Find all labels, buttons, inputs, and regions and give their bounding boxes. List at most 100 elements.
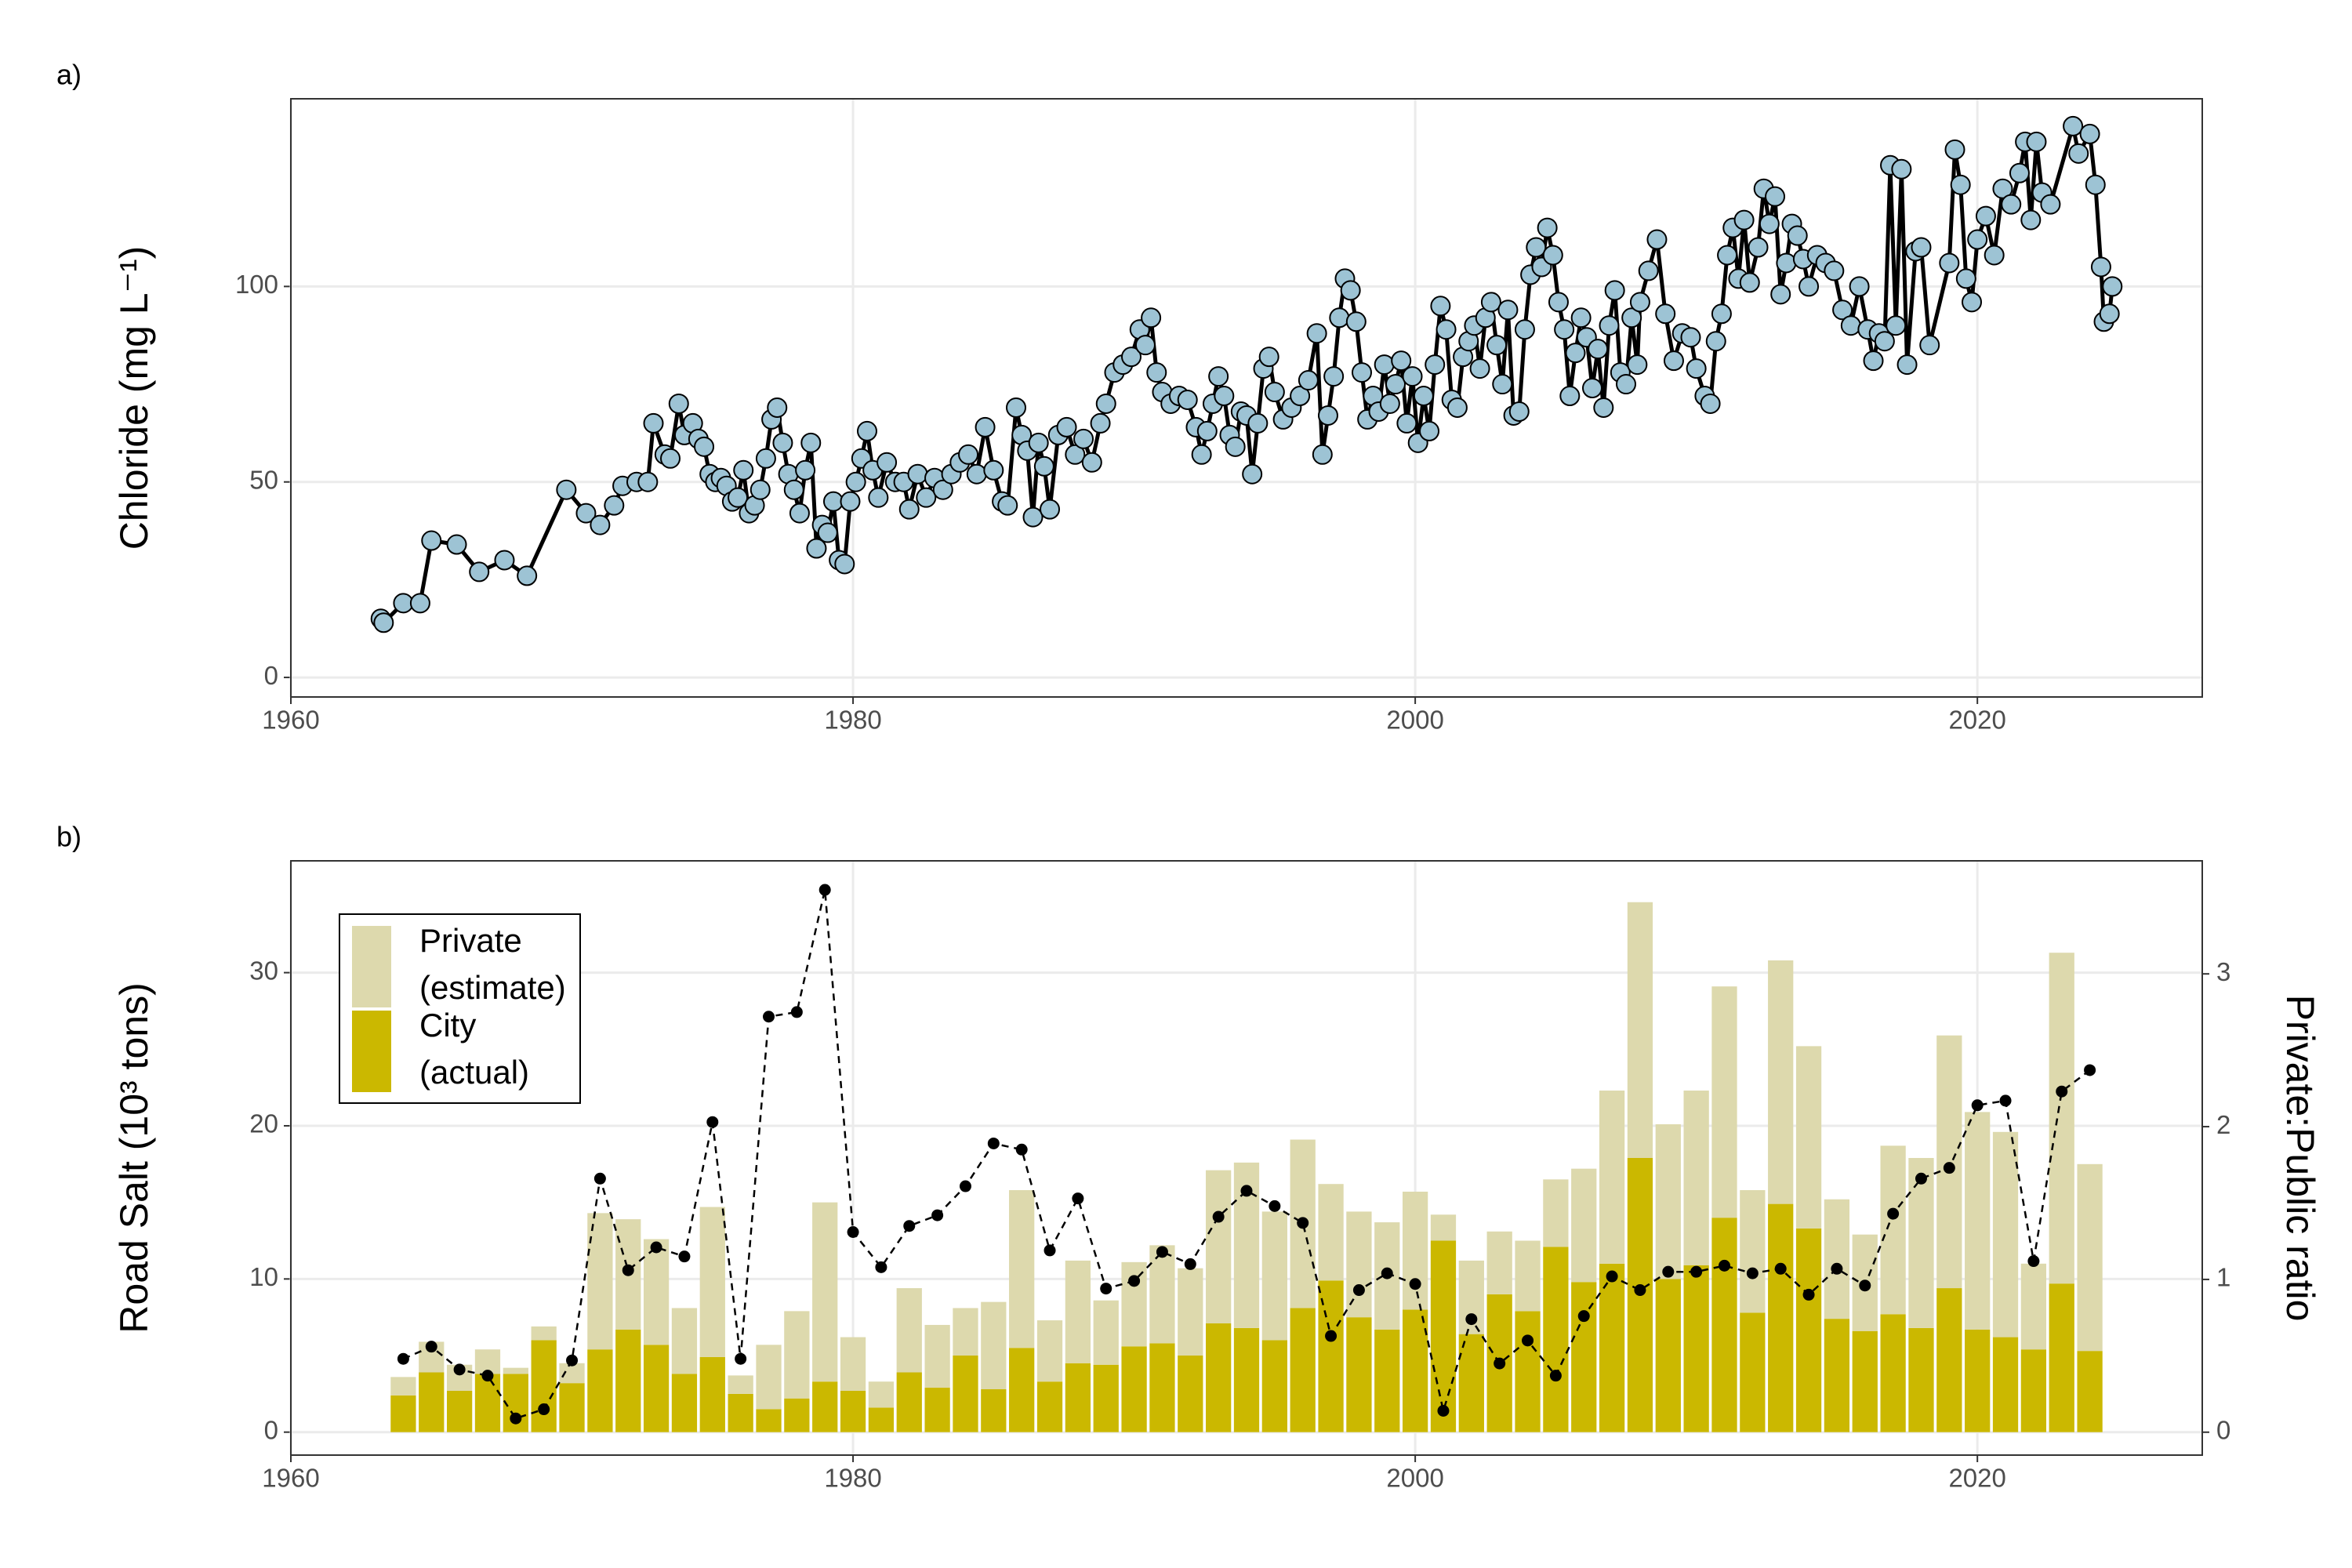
bar — [784, 1311, 810, 1399]
bar — [1402, 1309, 1428, 1432]
ratio-point — [481, 1370, 494, 1382]
x-tick-label: 2000 — [1386, 1464, 1443, 1493]
data-point — [1329, 307, 1350, 328]
bar — [2077, 1351, 2103, 1432]
bar — [1178, 1356, 1203, 1432]
data-point — [637, 471, 659, 492]
bar — [1430, 1240, 1457, 1432]
data-point — [1486, 335, 1508, 356]
ratio-point — [1522, 1334, 1534, 1347]
data-point — [1214, 386, 1235, 407]
data-point — [494, 550, 515, 571]
ratio-point — [987, 1137, 1000, 1149]
data-point — [1944, 139, 1965, 160]
data-point — [958, 444, 979, 465]
ratio-point — [453, 1363, 466, 1376]
data-point — [795, 459, 816, 481]
y2-axis-title: Private:Public ratio — [2278, 995, 2322, 1322]
data-point — [1323, 366, 1345, 387]
y2-tick-label: 1 — [2216, 1263, 2230, 1292]
ratio-point — [818, 884, 831, 896]
bar — [587, 1213, 613, 1350]
ratio-point — [2056, 1085, 2068, 1098]
data-point — [1191, 444, 1212, 465]
data-point — [1526, 237, 1547, 258]
bar — [1852, 1330, 1878, 1432]
data-point — [1621, 307, 1642, 328]
ratio-point — [735, 1352, 747, 1365]
data-point — [1599, 315, 1620, 336]
bar — [1318, 1184, 1344, 1281]
data-point — [1891, 158, 1912, 180]
bar — [1936, 1288, 1962, 1432]
panel-background — [291, 99, 2202, 697]
x-tick-label: 2020 — [1948, 1464, 2005, 1493]
ratio-point — [1212, 1210, 1225, 1223]
data-point — [590, 514, 611, 535]
y2-tick-label: 0 — [2216, 1415, 2230, 1444]
y2-tick-label: 3 — [2216, 957, 2230, 986]
bar — [587, 1349, 613, 1432]
y-tick-label: 10 — [249, 1262, 278, 1291]
bar — [615, 1329, 641, 1432]
data-point — [1134, 335, 1156, 356]
ratio-point — [622, 1264, 634, 1276]
y-axis-title: Road Salt (10³ tons) — [112, 982, 156, 1333]
data-point — [822, 491, 844, 512]
ratio-point — [931, 1209, 944, 1221]
data-point — [1554, 319, 1575, 340]
data-point — [1570, 307, 1592, 328]
data-point — [1739, 272, 1760, 293]
data-point — [469, 561, 490, 583]
data-point — [1950, 174, 1971, 195]
bar — [1233, 1327, 1260, 1432]
data-point — [1975, 205, 1996, 227]
data-point — [1748, 237, 1769, 258]
bar — [896, 1372, 922, 1432]
bar — [924, 1324, 950, 1388]
bar — [1599, 1263, 1625, 1432]
bar — [1740, 1312, 1766, 1432]
data-point — [1196, 420, 1218, 441]
bar — [812, 1381, 838, 1432]
bar — [1290, 1308, 1316, 1432]
bar — [1093, 1300, 1119, 1365]
ratio-point — [790, 1006, 803, 1018]
data-point — [916, 487, 937, 508]
bar — [671, 1374, 698, 1432]
data-point — [1646, 229, 1668, 250]
bar — [446, 1390, 473, 1432]
ratio-point — [1156, 1246, 1168, 1258]
bar — [1992, 1131, 2019, 1338]
ratio-point — [1549, 1370, 1562, 1382]
data-point — [1686, 358, 1707, 379]
data-point — [1480, 292, 1501, 313]
bar — [2049, 953, 2074, 1284]
ratio-point — [1774, 1262, 1787, 1275]
data-point — [1955, 268, 1976, 289]
bar — [2077, 1163, 2103, 1352]
data-point — [1351, 362, 1372, 383]
x-tick-label: 1980 — [824, 1464, 881, 1493]
data-point — [1627, 354, 1648, 376]
data-point — [1317, 405, 1338, 426]
ratio-point — [1465, 1313, 1478, 1326]
data-point — [868, 487, 889, 508]
ratio-point — [959, 1180, 971, 1192]
bar — [1543, 1247, 1569, 1432]
bar — [812, 1202, 838, 1382]
data-point — [1247, 412, 1269, 434]
ratio-point — [847, 1226, 859, 1239]
data-point — [1312, 444, 1333, 465]
data-point — [1581, 378, 1602, 399]
y-tick-label: 100 — [235, 270, 278, 299]
data-point — [1765, 186, 1786, 207]
data-point — [1065, 444, 1086, 465]
bar — [2020, 1263, 2047, 1350]
data-point — [1593, 397, 1614, 418]
bar — [1065, 1260, 1091, 1363]
x-tick-label: 1980 — [824, 706, 881, 735]
bar — [1121, 1346, 1147, 1432]
ratio-point — [1634, 1284, 1646, 1297]
ratio-point — [1352, 1284, 1365, 1297]
